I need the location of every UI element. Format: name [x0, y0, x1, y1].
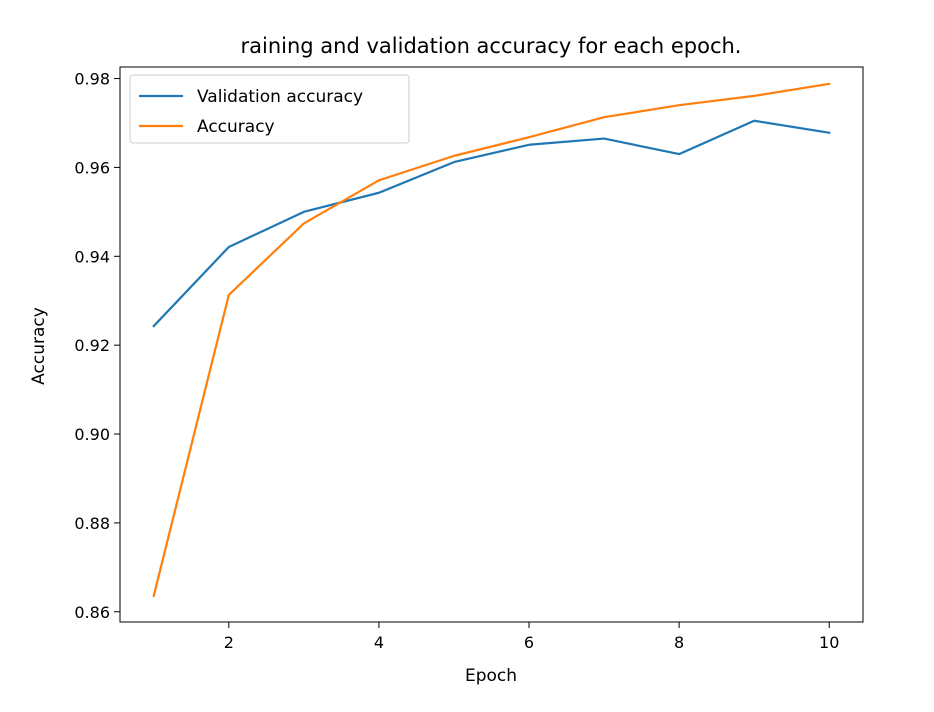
plot-frame — [119, 66, 864, 623]
y-tick-label: 0.98 — [74, 70, 110, 89]
x-tick-label: 4 — [374, 633, 384, 652]
legend-label-0: Validation accuracy — [197, 87, 363, 107]
legend: Validation accuracy Accuracy — [129, 74, 410, 144]
y-tick-label: 0.90 — [74, 425, 110, 444]
series-line-1 — [152, 82, 831, 598]
plot-area: 2 4 6 8 10 0.86 0.88 0.90 0.92 0.94 0.96 0.98 — [74, 66, 864, 652]
y-tick-label: 0.94 — [74, 247, 110, 266]
x-tick-label: 10 — [819, 633, 839, 652]
legend-box — [129, 74, 410, 144]
series-line-0 — [152, 119, 831, 328]
x-axis-label: Epoch — [465, 666, 517, 686]
y-tick-label: 0.86 — [74, 603, 110, 622]
y-tick-label: 0.92 — [74, 336, 110, 355]
x-tick-label: 2 — [224, 633, 234, 652]
x-tick-label: 6 — [524, 633, 534, 652]
chart-title: raining and validation accuracy for each… — [241, 34, 742, 58]
y-tick-label: 0.88 — [74, 514, 110, 533]
x-tick-label: 8 — [674, 633, 684, 652]
legend-label-1: Accuracy — [197, 117, 275, 137]
y-axis-label: Accuracy — [29, 307, 49, 385]
y-tick-label: 0.96 — [74, 158, 110, 177]
